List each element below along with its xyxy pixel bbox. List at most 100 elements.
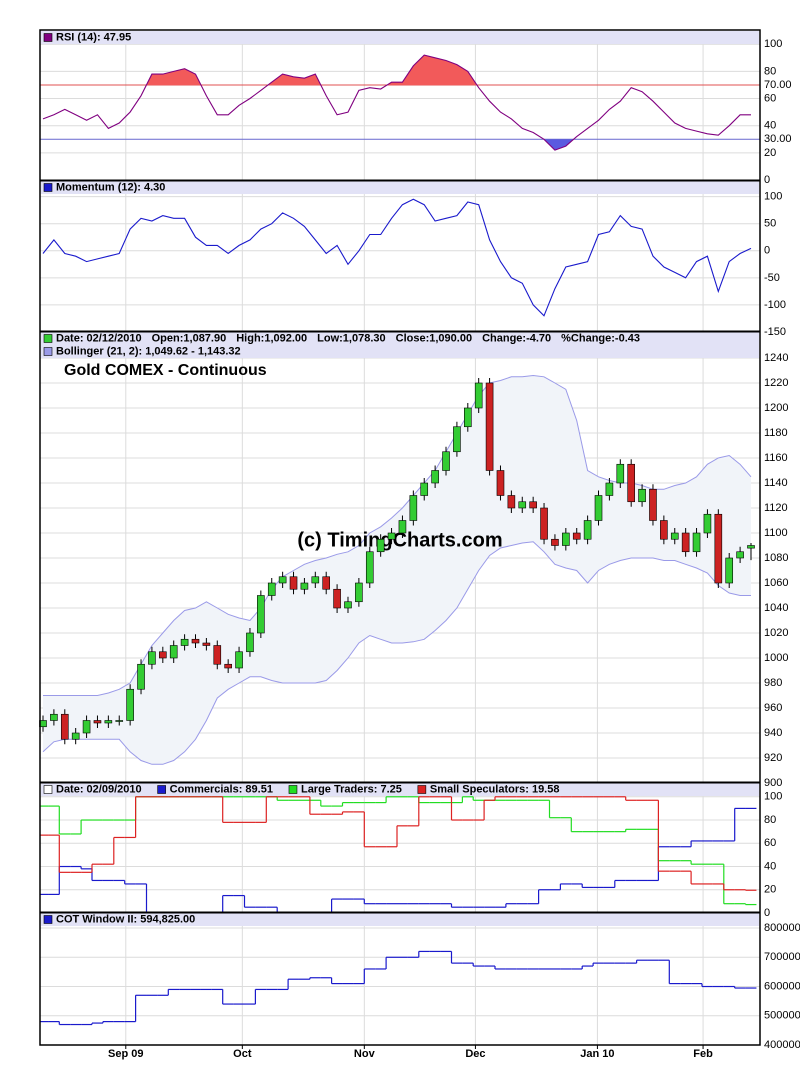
candle-body — [572, 532, 581, 540]
candle-body — [376, 538, 385, 553]
x-tick-label: Nov — [354, 1048, 376, 1060]
candle-body — [159, 651, 167, 659]
header-label: Low:1,078.30 — [317, 332, 385, 344]
candle-body — [365, 551, 374, 584]
candle-body — [387, 532, 396, 540]
y-tick-label: 1080 — [764, 552, 788, 564]
y-tick-label: 1160 — [764, 452, 788, 464]
y-tick-label: 500000 — [764, 1010, 800, 1022]
y-tick-label: 960 — [764, 702, 782, 714]
reference-label: 30.00 — [764, 133, 792, 145]
candle-body — [431, 470, 439, 484]
candle-body — [60, 713, 69, 740]
candle-body — [562, 532, 570, 546]
candle-body — [551, 538, 559, 546]
step-connector — [58, 808, 736, 913]
candle-body — [300, 582, 309, 590]
y-tick-label: 60 — [764, 92, 776, 104]
y-tick-label: 40 — [764, 120, 776, 132]
candle-body — [474, 382, 483, 409]
candle-body — [311, 576, 320, 584]
legend-swatch — [43, 915, 53, 924]
legend-label: Large Traders: 7.25 — [301, 783, 402, 795]
candle-body — [137, 663, 145, 690]
y-tick-label: 700000 — [764, 951, 800, 963]
y-tick-label: 60 — [764, 837, 776, 849]
candle-body — [714, 513, 723, 584]
y-tick-label: 600000 — [764, 980, 800, 992]
candle-body — [594, 495, 603, 521]
y-tick-label: -50 — [764, 272, 780, 284]
candle-body — [638, 488, 646, 503]
y-tick-label: 1120 — [764, 502, 788, 514]
y-tick-label: 0 — [764, 907, 770, 919]
legend-swatch — [43, 785, 53, 794]
header-value: -4.70 — [526, 332, 551, 344]
candle-body — [50, 713, 58, 721]
x-tick-label: Sep 09 — [108, 1048, 143, 1060]
candle-body — [169, 645, 178, 659]
y-tick-label: -100 — [764, 299, 786, 311]
legend-label: Commercials: 89.51 — [170, 783, 273, 795]
candle-body — [747, 545, 755, 549]
y-tick-label: 800000 — [764, 922, 800, 934]
header-label: Open:1,087.90 — [152, 332, 227, 344]
y-tick-label: -150 — [764, 326, 786, 338]
panel-header — [41, 913, 759, 926]
candle-body — [180, 638, 189, 646]
y-tick-label: 1240 — [764, 352, 788, 364]
candle-body — [126, 688, 134, 721]
header-value: -0.43 — [615, 332, 640, 344]
candle-body — [278, 576, 287, 584]
step-connector — [58, 796, 747, 905]
candle-body — [736, 551, 744, 559]
x-tick-label: Feb — [693, 1048, 713, 1060]
candle-body — [398, 520, 407, 534]
candle-body — [246, 632, 254, 653]
threshold-fill — [43, 139, 751, 151]
panel-header — [41, 783, 759, 796]
y-tick-label: 40 — [764, 860, 776, 872]
candle-body — [420, 482, 429, 496]
legend-swatch — [157, 785, 166, 794]
y-tick-label: 400000 — [764, 1039, 800, 1051]
band-lower — [42, 541, 751, 765]
candle-body — [202, 642, 211, 646]
y-tick-label: 50 — [764, 218, 776, 230]
y-tick-label: 1220 — [764, 377, 788, 389]
candle-body — [649, 488, 657, 521]
panel-header — [41, 181, 759, 194]
candle-body — [627, 463, 635, 503]
legend-label: Momentum (12): 4.30 — [56, 181, 165, 193]
x-tick-label: Jan 10 — [580, 1048, 614, 1060]
series-line — [42, 198, 752, 317]
reference-label: 70.00 — [764, 79, 792, 91]
candle-body — [463, 407, 472, 428]
candle-body — [670, 532, 679, 540]
candle-body — [224, 663, 232, 669]
candle-body — [344, 601, 352, 609]
panel-header — [41, 31, 759, 44]
y-tick-label: 1180 — [764, 427, 788, 439]
y-tick-label: 940 — [764, 727, 782, 739]
y-tick-label: 0 — [764, 245, 770, 257]
candle-body — [496, 470, 505, 496]
y-tick-label: 100 — [764, 191, 782, 203]
candle-body — [518, 501, 527, 509]
panel-header — [41, 332, 759, 358]
candle-body — [213, 645, 222, 665]
candle-body — [191, 638, 200, 644]
band-area — [43, 375, 751, 765]
header-label: Date: 02/12/2010 — [56, 332, 142, 344]
candle-body — [616, 463, 625, 484]
x-tick-label: Dec — [465, 1048, 485, 1060]
candle-body — [104, 720, 113, 724]
candle-body — [235, 651, 243, 669]
y-tick-label: 900 — [764, 777, 782, 789]
candle-body — [289, 576, 298, 590]
candle-body — [540, 507, 548, 540]
x-tick-label: Oct — [233, 1048, 252, 1060]
candle-body — [681, 532, 690, 553]
legend-label: COT Window II: 594,825.00 — [56, 913, 195, 925]
